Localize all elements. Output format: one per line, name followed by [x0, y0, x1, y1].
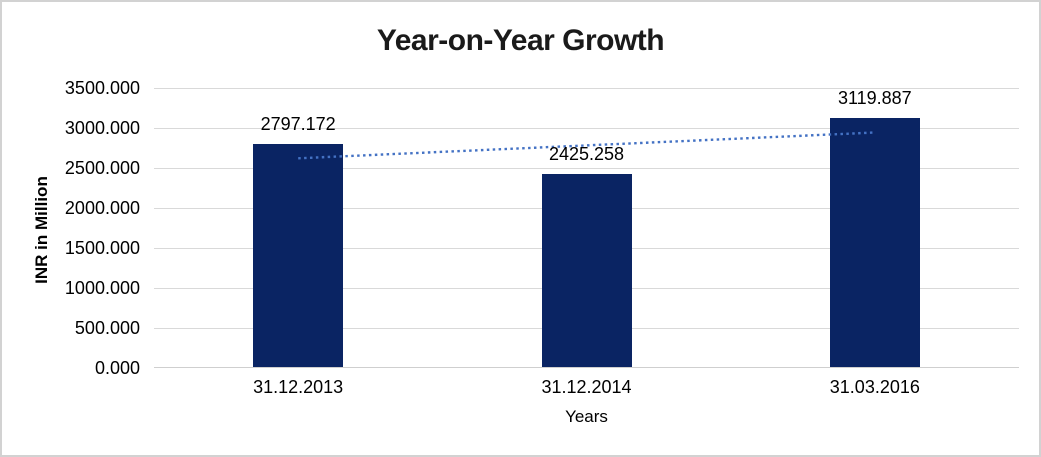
- gridline: [154, 127, 1019, 129]
- gridline: [154, 87, 1019, 89]
- bar-value-label: 2425.258: [548, 144, 625, 164]
- x-tick-label: 31.12.2013: [253, 377, 344, 397]
- y-tick-label: 3000.000: [64, 118, 140, 138]
- y-tick-label: 1000.000: [64, 278, 140, 298]
- x-axis-tick-labels: 31.12.2013 31.12.2014 31.03.2016: [154, 378, 1019, 400]
- bar: [253, 144, 344, 368]
- x-tick-label: 31.12.2014: [541, 377, 632, 397]
- y-tick-label: 1500.000: [64, 238, 140, 258]
- y-tick-label: 500.000: [74, 318, 140, 338]
- plot-area: 2797.172 2425.258 3119.887: [154, 87, 1019, 368]
- bar: [829, 118, 920, 368]
- y-tick-label: 3500.000: [64, 78, 140, 98]
- y-axis-tick-labels: 0.000 500.000 1000.000 1500.000 2000.000 2500…: [2, 79, 140, 377]
- gridline: [154, 167, 1019, 169]
- bar: [541, 174, 632, 368]
- x-axis-line: [154, 367, 1019, 368]
- trendline: [298, 131, 875, 160]
- y-tick-label: 0.000: [94, 358, 140, 378]
- y-tick-label: 2500.000: [64, 158, 140, 178]
- bar-value-label: 2797.172: [260, 114, 336, 134]
- x-tick-label: 31.03.2016: [829, 377, 920, 397]
- y-tick-label: 2000.000: [64, 198, 140, 218]
- chart-title: Year-on-Year Growth: [376, 24, 665, 57]
- bar-value-label: 3119.887: [837, 88, 912, 108]
- x-axis-title: Years: [565, 407, 608, 426]
